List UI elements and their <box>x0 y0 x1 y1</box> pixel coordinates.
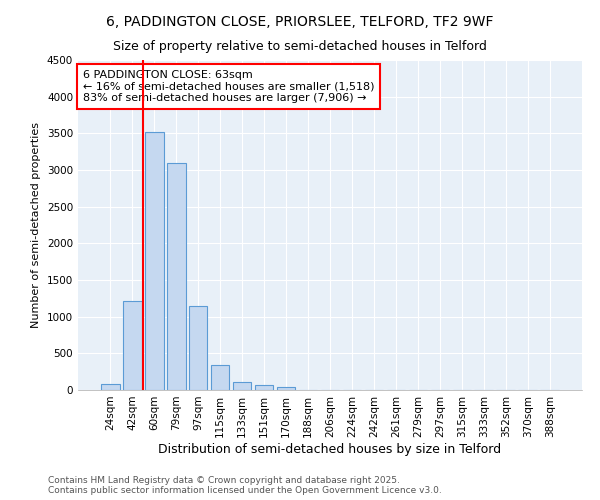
Bar <box>123 300 142 390</box>
Text: Contains HM Land Registry data © Crown copyright and database right 2025.
Contai: Contains HM Land Registry data © Crown c… <box>48 476 442 495</box>
Bar <box>211 365 229 390</box>
Text: 6, PADDINGTON CLOSE, PRIORSLEE, TELFORD, TF2 9WF: 6, PADDINGTON CLOSE, PRIORSLEE, TELFORD,… <box>106 15 494 29</box>
Y-axis label: Number of semi-detached properties: Number of semi-detached properties <box>31 122 41 328</box>
Bar <box>277 387 295 390</box>
Bar <box>145 132 164 390</box>
Text: Size of property relative to semi-detached houses in Telford: Size of property relative to semi-detach… <box>113 40 487 53</box>
X-axis label: Distribution of semi-detached houses by size in Telford: Distribution of semi-detached houses by … <box>158 442 502 456</box>
Bar <box>255 385 274 390</box>
Bar <box>189 306 208 390</box>
Bar <box>233 382 251 390</box>
Bar <box>167 162 185 390</box>
Bar <box>101 384 119 390</box>
Text: 6 PADDINGTON CLOSE: 63sqm
← 16% of semi-detached houses are smaller (1,518)
83% : 6 PADDINGTON CLOSE: 63sqm ← 16% of semi-… <box>83 70 374 103</box>
